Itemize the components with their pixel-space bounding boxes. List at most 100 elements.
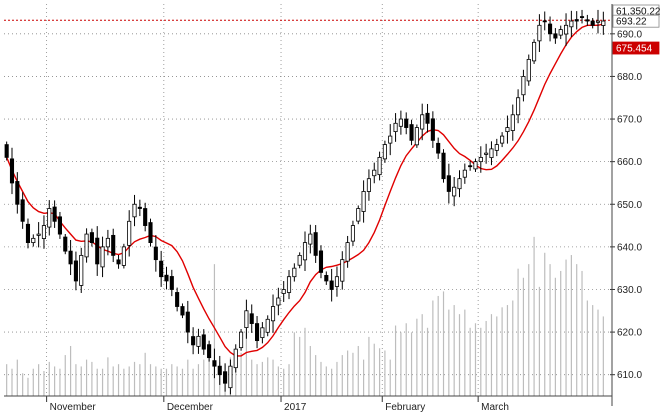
y-tick-label: 620.0 — [617, 328, 642, 339]
grid-layer — [4, 4, 612, 396]
volume-bar — [139, 364, 141, 396]
volume-bar — [43, 370, 45, 396]
candle-body-up — [260, 327, 265, 339]
candle-body-down — [25, 223, 31, 244]
volume-bar — [320, 361, 322, 396]
candle — [462, 163, 467, 184]
candle-body-down — [180, 306, 185, 316]
candle-body-down — [409, 124, 414, 141]
candle — [430, 111, 435, 148]
volume-bar — [528, 264, 530, 396]
candle — [169, 269, 174, 297]
candle-body-up — [345, 242, 350, 262]
volume-bar — [251, 359, 253, 396]
candle-body-up — [569, 20, 574, 28]
candle-body-up — [478, 156, 483, 163]
candle — [548, 16, 553, 42]
y-tick-label: 680.0 — [617, 72, 642, 83]
volume-bar — [517, 268, 519, 396]
candle-body-down — [542, 20, 547, 23]
candle-body-up — [47, 208, 52, 228]
candle — [558, 25, 563, 40]
volume-bar — [48, 361, 50, 396]
volume-bar — [597, 309, 599, 396]
moving-average-layer — [6, 23, 604, 357]
y-tick-label: 660.0 — [617, 157, 642, 168]
candle-body-up — [31, 237, 36, 244]
candle-body-up — [308, 233, 313, 245]
candle-body-up — [41, 225, 47, 239]
candle-body-down — [153, 246, 158, 261]
candle — [281, 281, 286, 302]
candle-body-down — [57, 216, 62, 235]
x-tick-label-march: March — [481, 402, 509, 412]
candle-body-up — [286, 276, 292, 293]
candle-body-down — [159, 260, 164, 278]
candle-body-up — [361, 191, 366, 212]
candle-body-up — [377, 156, 382, 176]
candle — [441, 149, 446, 183]
candle — [388, 124, 393, 156]
volume-bar — [394, 325, 397, 396]
candle — [127, 210, 132, 257]
candle-body-up — [516, 97, 521, 116]
candle-body-up — [281, 289, 286, 294]
candle-body-down — [441, 152, 446, 180]
candle — [398, 110, 403, 135]
volume-bar — [128, 366, 130, 396]
volume-bar — [426, 327, 429, 396]
candle — [191, 327, 196, 355]
candle-body-down — [425, 112, 430, 124]
candle-body-up — [105, 237, 110, 248]
candle-body-down — [579, 16, 585, 18]
candle-body-up — [334, 276, 340, 287]
volume-bar — [299, 336, 301, 396]
candle-body-down — [73, 260, 78, 282]
candle — [484, 143, 489, 164]
candle — [537, 14, 542, 52]
volume-bar — [448, 309, 450, 396]
volume-bar — [277, 366, 279, 396]
candle — [153, 235, 158, 272]
candle-body-down — [89, 232, 94, 244]
candle — [164, 266, 169, 290]
volume-bar — [80, 366, 82, 396]
candle — [41, 215, 47, 249]
candle — [196, 328, 201, 354]
volume-bar — [261, 361, 263, 396]
candle-body-up — [366, 178, 371, 192]
volume-bar — [315, 355, 317, 396]
candle — [521, 69, 526, 102]
candle — [585, 14, 590, 26]
candle — [15, 172, 20, 214]
candle-body-up — [537, 24, 542, 42]
candle-body-up — [132, 203, 137, 218]
candle-body-up — [457, 178, 462, 190]
candle — [414, 124, 419, 148]
volume-bar — [91, 361, 93, 396]
candle — [47, 200, 52, 236]
candle-body-up — [462, 169, 467, 178]
candle-body-up — [388, 135, 393, 144]
candle — [84, 228, 89, 263]
candle — [63, 234, 68, 255]
candle — [207, 340, 212, 362]
candle-body-up — [558, 29, 563, 36]
last-price-tag: 693.22 — [612, 14, 660, 28]
volume-bar — [197, 364, 200, 396]
candle-body-down — [324, 275, 329, 282]
candle-body-down — [137, 206, 142, 209]
y-tick-label: 690.0 — [617, 29, 642, 40]
candle — [553, 28, 558, 44]
candle — [500, 132, 505, 148]
x-tick-label-2017: 2017 — [284, 402, 307, 412]
volume-bar — [363, 359, 365, 396]
candle-body-up — [302, 242, 308, 261]
volume-bar — [16, 359, 18, 396]
candle — [116, 255, 121, 269]
volume-bar — [352, 352, 354, 396]
candle — [36, 222, 41, 248]
candle-body-down — [63, 236, 68, 252]
candle-body-down — [95, 237, 100, 265]
